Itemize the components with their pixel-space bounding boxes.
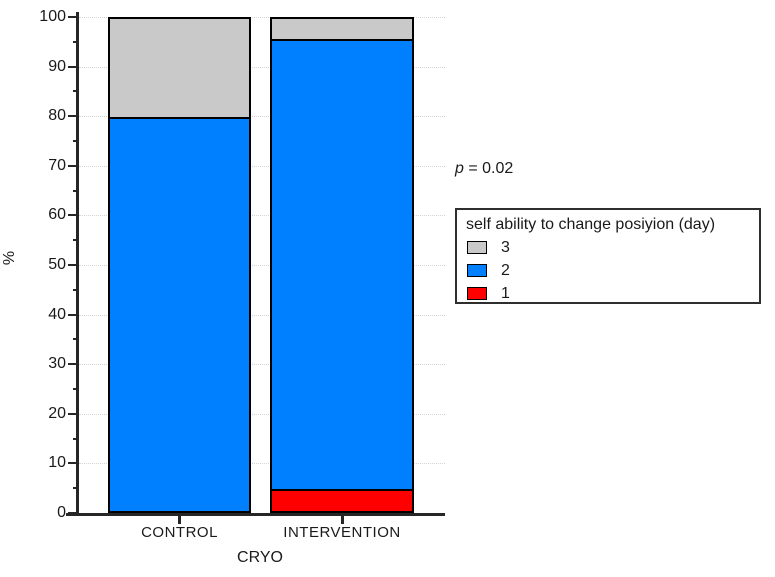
y-major-tick-40 (68, 313, 78, 316)
y-major-tick-30 (68, 363, 78, 366)
y-minor-tick-65 (73, 189, 78, 192)
y-tick-label-90: 90 (48, 57, 66, 75)
y-tick-label-60: 60 (48, 206, 66, 224)
gridline-60 (79, 215, 445, 217)
y-major-tick-0 (68, 512, 78, 514)
y-major-tick-70 (68, 164, 78, 167)
y-minor-tick-95 (73, 40, 78, 43)
legend-items: 3 2 1 (466, 236, 749, 305)
y-tick-label-30: 30 (48, 355, 66, 373)
y-minor-tick-55 (73, 239, 78, 242)
legend-swatch-2 (467, 264, 487, 277)
y-tick-label-50: 50 (48, 256, 66, 273)
p-value-text: = 0.02 (463, 160, 514, 177)
legend-swatch-1 (467, 287, 487, 300)
legend-title: self ability to change posiyion (day) (466, 216, 716, 233)
bar-intervention (270, 17, 414, 513)
x-tick-intervention (340, 516, 344, 524)
gridline-50 (79, 265, 445, 266)
y-minor-tick-5 (73, 487, 78, 490)
legend-item-3: 3 (466, 236, 749, 259)
y-major-tick-10 (68, 462, 78, 465)
bar-control-segment-2 (110, 117, 249, 511)
y-tick-label-80: 80 (48, 107, 66, 125)
y-major-tick-20 (68, 412, 78, 415)
bar-control-segment-3 (110, 19, 249, 117)
bar-control (108, 17, 251, 513)
p-symbol: p (455, 160, 464, 177)
y-tick-label-20: 20 (48, 404, 66, 422)
y-major-tick-100 (68, 16, 78, 18)
y-minor-tick-75 (73, 140, 78, 142)
y-minor-tick-35 (73, 338, 78, 341)
y-major-tick-90 (68, 65, 78, 68)
gridline-80 (79, 116, 445, 118)
y-tick-label-0: 0 (57, 504, 66, 521)
bar-intervention-segment-2 (272, 38, 412, 490)
gridline-90 (79, 66, 445, 68)
y-tick-label-70: 70 (48, 156, 66, 174)
p-value-annotation: p = 0.02 (455, 160, 513, 178)
gridline-100 (79, 17, 445, 18)
legend-swatch-3 (467, 241, 487, 254)
gridline-20 (79, 413, 445, 415)
plot-area (79, 17, 445, 514)
legend-label-2: 2 (501, 262, 510, 279)
y-tick-label-40: 40 (48, 305, 66, 323)
x-axis-line (66, 513, 445, 516)
legend-item-2: 2 (466, 259, 749, 282)
y-minor-tick-45 (73, 288, 78, 291)
bar-intervention-segment-3 (272, 19, 412, 39)
gridline-10 (79, 463, 445, 465)
bar-intervention-segment-1 (272, 489, 412, 511)
x-tick-control (178, 516, 181, 524)
x-category-label-control: CONTROL (141, 524, 218, 541)
y-major-tick-60 (68, 214, 78, 217)
y-minor-tick-15 (73, 437, 78, 440)
gridline-70 (79, 165, 445, 167)
legend-label-1: 1 (501, 285, 510, 302)
y-major-tick-50 (68, 264, 78, 266)
y-minor-tick-25 (73, 388, 78, 390)
legend-box: self ability to change posiyion (day) 3 2… (455, 208, 761, 304)
x-axis-title: CRYO (237, 549, 283, 566)
x-category-label-intervention: INTERVENTION (283, 524, 401, 541)
legend-item-1: 1 (466, 282, 749, 305)
y-tick-label-100: 100 (39, 8, 66, 25)
legend-label-3: 3 (501, 239, 510, 256)
y-major-tick-80 (68, 115, 78, 118)
y-minor-tick-85 (73, 90, 78, 93)
gridline-40 (79, 314, 445, 316)
gridline-30 (79, 364, 445, 366)
y-tick-label-10: 10 (48, 454, 66, 472)
